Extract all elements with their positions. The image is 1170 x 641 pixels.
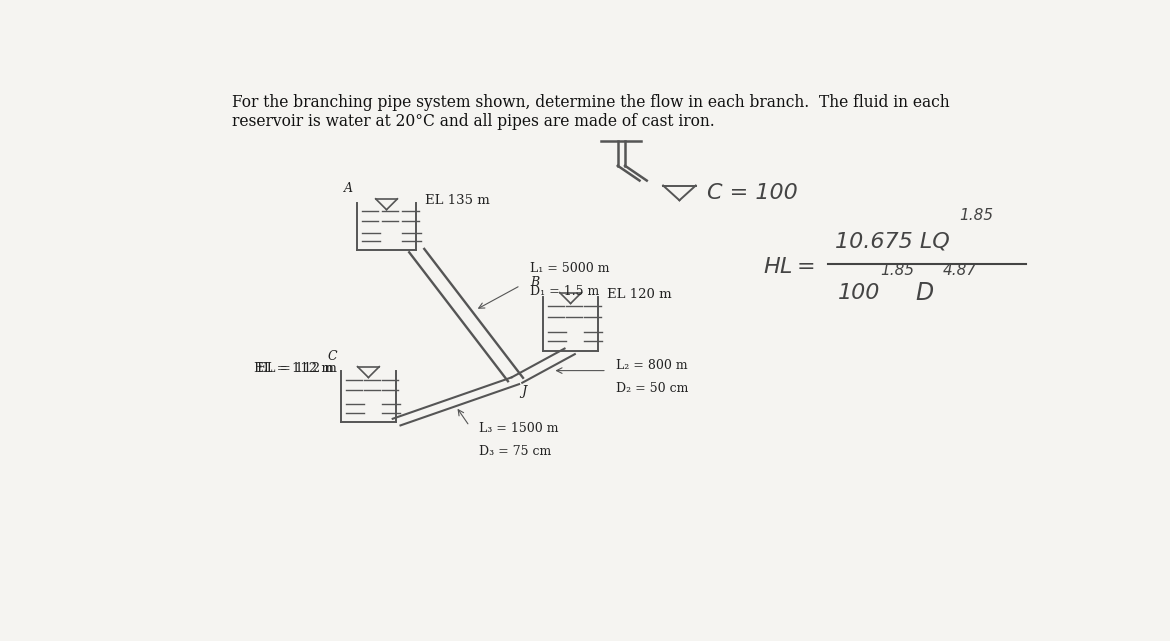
Text: D: D: [915, 281, 934, 304]
Text: For the branching pipe system shown, determine the flow in each branch.  The flu: For the branching pipe system shown, det…: [233, 94, 950, 111]
Text: A: A: [344, 183, 352, 196]
Text: 4.87: 4.87: [942, 263, 977, 278]
Text: D₁ = 1.5 m: D₁ = 1.5 m: [530, 285, 599, 299]
Text: 1.85: 1.85: [881, 263, 915, 278]
Text: C = 100: C = 100: [707, 183, 798, 203]
Text: EL = 112 m: EL = 112 m: [254, 362, 333, 374]
Text: C: C: [328, 350, 337, 363]
Text: J: J: [521, 385, 526, 398]
Text: 10.675 LQ: 10.675 LQ: [835, 231, 950, 251]
Text: 1.85: 1.85: [959, 208, 993, 222]
Text: B: B: [530, 276, 539, 289]
Text: $HL=$: $HL=$: [763, 257, 814, 277]
Text: L₁ = 5000 m: L₁ = 5000 m: [530, 262, 610, 274]
Text: L₂ = 800 m: L₂ = 800 m: [615, 358, 688, 372]
Text: D₃ = 75 cm: D₃ = 75 cm: [479, 445, 551, 458]
Text: L₃ = 1500 m: L₃ = 1500 m: [479, 422, 558, 435]
Text: 100: 100: [838, 283, 881, 303]
Text: D₂ = 50 cm: D₂ = 50 cm: [615, 383, 688, 395]
Text: EL 135 m: EL 135 m: [425, 194, 490, 207]
Text: EL = 112 m: EL = 112 m: [256, 362, 337, 374]
Text: reservoir is water at 20°C and all pipes are made of cast iron.: reservoir is water at 20°C and all pipes…: [233, 113, 715, 130]
Text: EL 120 m: EL 120 m: [607, 288, 672, 301]
